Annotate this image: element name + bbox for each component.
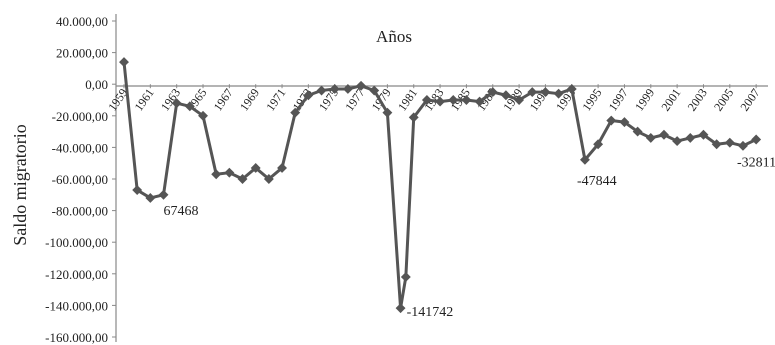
data-point [395, 303, 406, 314]
y-axis-label: Saldo migratorio [10, 124, 30, 245]
data-point [158, 189, 169, 200]
data-point [724, 137, 735, 148]
y-tick-label: 40.000,00 [56, 14, 108, 29]
data-point [171, 98, 182, 109]
data-point [211, 169, 222, 180]
data-point [250, 162, 261, 173]
x-tick-label: 1995 [579, 86, 604, 114]
data-point [119, 57, 129, 68]
y-tick-label: -80.000,00 [52, 204, 108, 219]
y-axis-ticks: 40.000,00 20.000,00 0,00 -20.000,00 -40.000,… [45, 14, 116, 345]
data-point [237, 174, 248, 184]
x-tick-label: 1963 [158, 86, 183, 114]
data-point [685, 132, 696, 143]
data-point [645, 132, 656, 143]
x-tick-label: 1969 [237, 86, 262, 114]
data-point [198, 110, 208, 121]
data-point [566, 83, 577, 94]
annotation-layer: 67468 -141742 -47844 -32811 [164, 156, 775, 320]
data-point [224, 167, 235, 178]
x-tick-label: 1961 [132, 86, 157, 114]
x-axis-ticks: 1959 1961 1963 1965 1967 1969 1971 1973 1975 1977… [105, 84, 763, 114]
x-tick-label: 2007 [737, 86, 762, 114]
data-point [553, 88, 564, 99]
x-tick-label: 2001 [658, 86, 683, 114]
data-point [514, 95, 525, 105]
data-point [659, 129, 669, 140]
data-point [579, 154, 590, 165]
x-tick-label: 1997 [606, 86, 631, 114]
y-tick-label: 0,00 [85, 77, 108, 92]
data-label: -141742 [407, 305, 454, 320]
y-tick-label: -160.000,00 [45, 330, 108, 345]
data-label: -47844 [577, 174, 617, 189]
x-tick-label: 1981 [395, 86, 420, 114]
x-tick-label: 2003 [685, 86, 710, 114]
data-point [263, 174, 274, 184]
y-tick-label: -40.000,00 [52, 140, 108, 155]
data-point [711, 139, 722, 150]
y-tick-label: -60.000,00 [52, 172, 108, 187]
y-tick-label: -20.000,00 [52, 109, 108, 124]
data-point [672, 136, 683, 147]
x-tick-label: 1971 [263, 86, 288, 114]
data-point [619, 117, 630, 128]
y-tick-label: -140.000,00 [45, 298, 108, 313]
data-point [132, 185, 143, 196]
data-point [698, 129, 709, 140]
data-point [632, 126, 643, 137]
y-tick-label: -120.000,00 [45, 267, 108, 282]
data-point [277, 162, 287, 173]
y-tick-label: -100.000,00 [45, 235, 108, 250]
data-point [751, 134, 762, 145]
data-point [145, 193, 156, 203]
data-label: -32811 [737, 156, 775, 171]
data-point [400, 272, 411, 282]
data-label: 67468 [164, 204, 199, 219]
y-tick-label: 20.000,00 [56, 46, 108, 61]
x-tick-label: 1999 [632, 86, 657, 114]
data-point [738, 140, 748, 151]
x-tick-label: 2005 [711, 86, 736, 114]
data-point [540, 87, 551, 98]
x-tick-label: 1967 [211, 86, 236, 114]
x-tick-label: 1973 [290, 86, 315, 114]
data-point [527, 87, 538, 98]
data-point [184, 101, 195, 112]
data-point [606, 115, 617, 126]
data-point [593, 139, 604, 150]
chart-title: Años [376, 27, 412, 46]
